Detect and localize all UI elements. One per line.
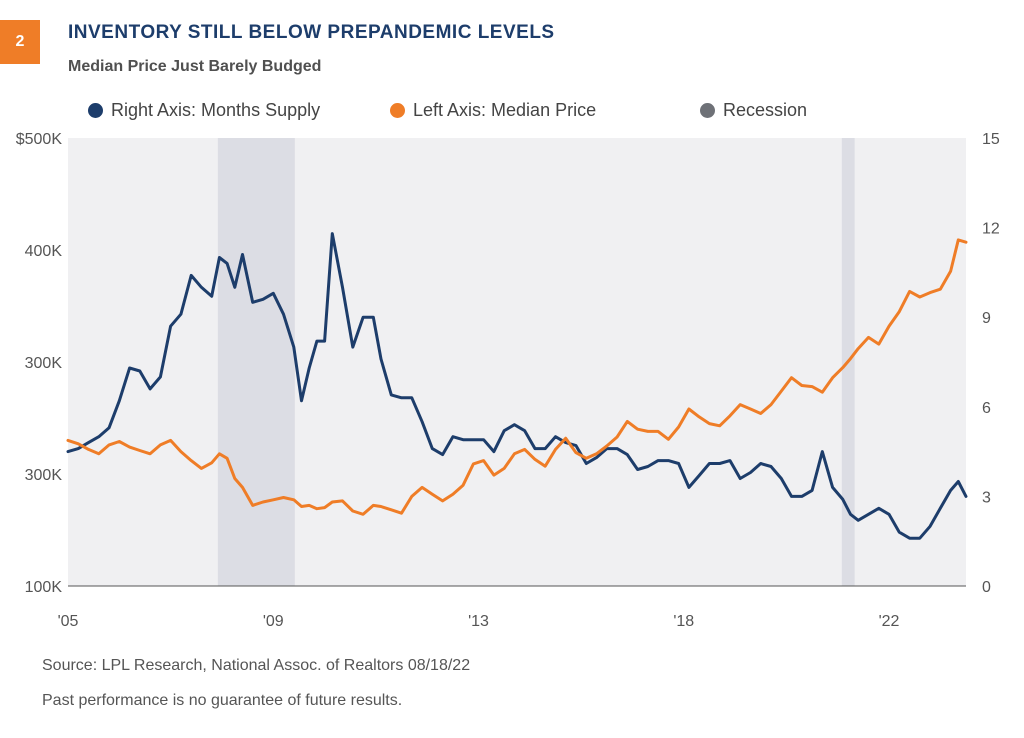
figure-number-badge: 2 xyxy=(0,20,40,64)
legend-swatch-median-price xyxy=(390,103,405,118)
x-axis-tick-label-1: '05 xyxy=(58,613,79,630)
legend-label-months-supply: Right Axis: Months Supply xyxy=(111,100,321,120)
legend-item-recession: Recession xyxy=(700,100,807,121)
plot-area xyxy=(68,138,966,586)
right-axis-tick-label-3: 9 xyxy=(982,310,991,327)
x-axis-tick-label-4: '18 xyxy=(673,613,694,630)
right-axis-tick-label-4: 6 xyxy=(982,400,991,417)
legend-swatch-months-supply xyxy=(88,103,103,118)
right-axis-tick-label-6: 0 xyxy=(982,579,991,596)
right-axis-tick-label-1: 15 xyxy=(982,131,1000,148)
right-axis-tick-label-2: 12 xyxy=(982,221,1000,238)
chart-subtitle: Median Price Just Barely Budged xyxy=(68,58,322,75)
x-axis-tick-label-5: '22 xyxy=(879,613,900,630)
line-chart: $500K 400K 300K 300K 100K 15 12 9 6 3 0 '05 '09 '13 '1… xyxy=(16,131,1000,630)
left-axis-tick-label-2: 400K xyxy=(25,243,63,260)
right-axis-tick-label-5: 3 xyxy=(982,489,991,506)
legend-item-median-price: Left Axis: Median Price xyxy=(390,100,596,121)
legend-swatch-recession xyxy=(700,103,715,118)
legend-label-median-price: Left Axis: Median Price xyxy=(413,100,597,120)
left-axis-tick-label-1: $500K xyxy=(16,131,63,148)
legend-label-recession: Recession xyxy=(723,100,808,120)
legend-item-months-supply: Right Axis: Months Supply xyxy=(88,100,320,121)
left-axis-tick-label-3: 300K xyxy=(25,355,63,372)
disclaimer-note: Past performance is no guarantee of futu… xyxy=(42,692,403,709)
recession-band-1 xyxy=(217,138,295,586)
chart-legend: Right Axis: Months Supply Left Axis: Med… xyxy=(0,100,1024,128)
series-line-months-supply xyxy=(66,232,968,540)
left-axis-tick-label-5: 100K xyxy=(25,579,63,596)
x-axis-tick-label-3: '13 xyxy=(468,613,489,630)
x-axis-tick-label-2: '09 xyxy=(263,613,284,630)
source-note: Source: LPL Research, National Assoc. of… xyxy=(42,657,471,674)
left-axis-tick-label-4: 300K xyxy=(25,467,63,484)
chart-title: INVENTORY STILL BELOW PREPANDEMIC LEVELS xyxy=(68,22,555,43)
series-line-median-price xyxy=(66,238,968,516)
